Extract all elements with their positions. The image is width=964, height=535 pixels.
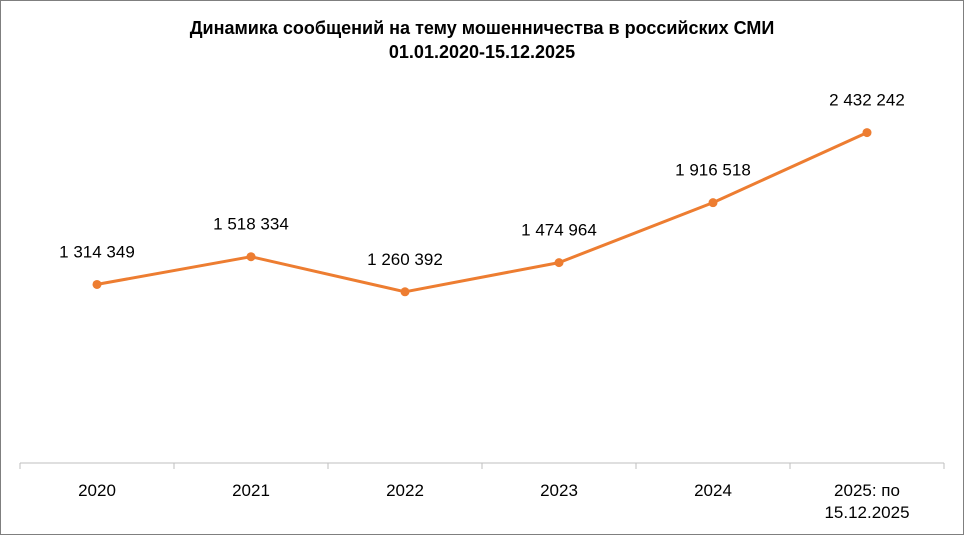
chart-title: Динамика сообщений на тему мошенничества… — [189, 18, 775, 38]
data-label: 1 518 334 — [213, 215, 289, 234]
chart-title-block: Динамика сообщений на тему мошенничества… — [0, 16, 964, 64]
data-label: 2 432 242 — [829, 91, 905, 110]
x-tick-label: 2025: по 15.12.2025 — [824, 481, 909, 522]
data-point — [400, 287, 410, 297]
data-point — [554, 258, 564, 268]
x-tick-label: 2021 — [232, 481, 270, 500]
data-point — [92, 279, 102, 289]
data-point — [862, 128, 872, 138]
data-label: 1 474 964 — [521, 221, 597, 240]
data-label: 1 916 518 — [675, 161, 751, 180]
data-label: 1 314 349 — [59, 242, 135, 261]
x-tick-label: 2022 — [386, 481, 424, 500]
x-tick-label: 2020 — [78, 481, 116, 500]
x-tick-label-line: 2025: по — [834, 481, 900, 500]
data-point — [708, 198, 718, 208]
chart-subtitle: 01.01.2020-15.12.2025 — [388, 42, 576, 62]
x-tick-label-line: 15.12.2025 — [824, 503, 909, 522]
data-label: 1 260 392 — [367, 250, 443, 269]
x-tick-label: 2023 — [540, 481, 578, 500]
series-line — [96, 131, 868, 294]
data-point — [246, 252, 256, 262]
x-tick-label: 2024 — [694, 481, 732, 500]
